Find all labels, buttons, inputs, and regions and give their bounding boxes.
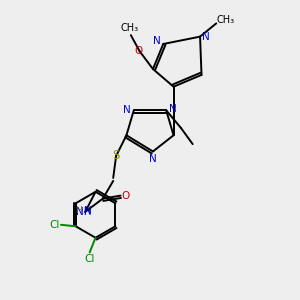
Text: N: N [84, 206, 92, 216]
Text: Cl: Cl [49, 220, 60, 230]
Text: O: O [122, 190, 130, 201]
Text: H: H [75, 206, 82, 215]
Text: O: O [134, 46, 142, 56]
Text: N: N [124, 105, 131, 115]
Text: N: N [202, 32, 210, 42]
Text: CH₃: CH₃ [120, 23, 139, 33]
Text: N: N [149, 154, 157, 164]
Text: S: S [112, 149, 120, 162]
Text: N: N [154, 36, 161, 46]
Text: N: N [169, 104, 176, 114]
Text: CH₃: CH₃ [216, 15, 234, 26]
Text: NH: NH [76, 207, 92, 217]
Text: Cl: Cl [85, 254, 95, 264]
